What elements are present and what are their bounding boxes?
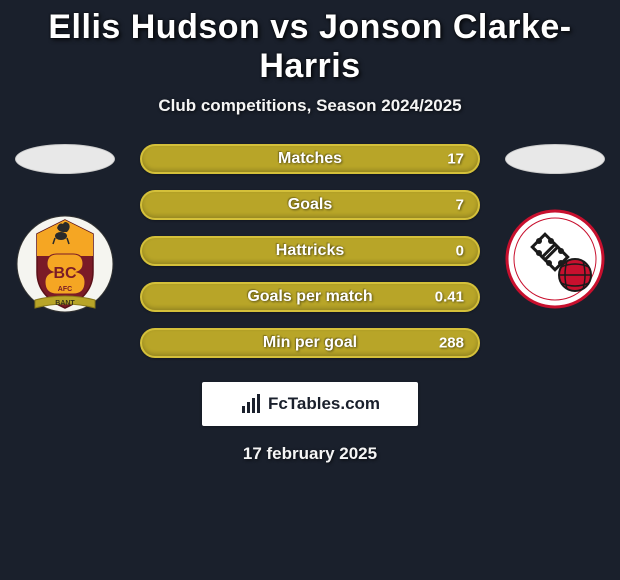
stat-label: Hattricks — [276, 242, 344, 260]
right-player-column — [500, 144, 610, 314]
stat-bar: Hattricks 0 — [140, 236, 480, 266]
stat-value: 17 — [447, 151, 464, 168]
stat-value: 0.41 — [435, 289, 464, 306]
stats-bars: Matches 17 Goals 7 Hattricks 0 Goals per… — [140, 144, 480, 358]
comparison-card: Ellis Hudson vs Jonson Clarke-Harris Clu… — [0, 0, 620, 464]
player-avatar-left — [15, 144, 115, 174]
stat-bar: Matches 17 — [140, 144, 480, 174]
svg-text:BANT: BANT — [55, 300, 75, 307]
brand-badge: FcTables.com — [202, 382, 418, 426]
left-player-column: BC AFC BANT — [10, 144, 120, 314]
stat-label: Goals — [288, 196, 332, 214]
stat-value: 7 — [456, 197, 464, 214]
main-row: BC AFC BANT Matches 17 Goals 7 — [0, 144, 620, 358]
page-title: Ellis Hudson vs Jonson Clarke-Harris — [0, 8, 620, 86]
bradford-crest-icon: BC AFC BANT — [15, 204, 115, 314]
chart-icon — [240, 393, 262, 415]
stat-bar: Min per goal 288 — [140, 328, 480, 358]
team-crest-right — [505, 204, 605, 314]
rotherham-crest-icon — [505, 209, 605, 309]
brand-text: FcTables.com — [268, 394, 380, 414]
date-label: 17 february 2025 — [243, 444, 377, 464]
team-crest-left: BC AFC BANT — [15, 204, 115, 314]
stat-label: Goals per match — [247, 288, 372, 306]
player-avatar-right — [505, 144, 605, 174]
stat-label: Min per goal — [263, 334, 357, 352]
stat-value: 288 — [439, 335, 464, 352]
stat-bar: Goals per match 0.41 — [140, 282, 480, 312]
stat-label: Matches — [278, 150, 342, 168]
svg-text:BC: BC — [53, 265, 77, 282]
stat-bar: Goals 7 — [140, 190, 480, 220]
page-subtitle: Club competitions, Season 2024/2025 — [158, 96, 461, 116]
stat-value: 0 — [456, 243, 464, 260]
svg-text:AFC: AFC — [58, 286, 72, 293]
